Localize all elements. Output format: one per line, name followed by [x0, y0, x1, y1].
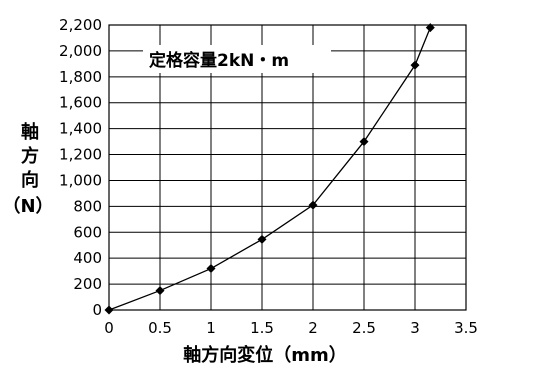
- data-point: [359, 137, 369, 147]
- x-tick-label: 1: [206, 319, 216, 337]
- y-tick-label: 0: [92, 301, 102, 319]
- data-point: [206, 264, 216, 274]
- x-tick-label: 2.5: [352, 319, 376, 337]
- plot-frame: [108, 24, 467, 311]
- y-tick-label: 200: [73, 275, 102, 293]
- y-tick-label: 2,200: [59, 16, 102, 34]
- axes: [108, 24, 467, 311]
- x-tick-labels: 0 0.5 1 1.5 2 2.5 3 3.5: [104, 319, 478, 337]
- data-point: [155, 286, 165, 296]
- y-axis-label: 軸 方 向 （N）: [2, 121, 53, 217]
- markers: [104, 23, 435, 315]
- y-tick-label: 2,000: [59, 42, 102, 60]
- x-tick-label: 2: [308, 319, 318, 337]
- data-point: [257, 234, 267, 244]
- series-line: [108, 27, 431, 311]
- y-tick-label: 800: [73, 197, 102, 215]
- x-tick-label: 3: [410, 319, 420, 337]
- y-axis-label-line-1: 軸: [21, 121, 39, 143]
- y-tick-label: 1,600: [59, 94, 102, 112]
- x-axis-label: 軸方向変位（mm）: [183, 344, 347, 366]
- data-point: [410, 60, 420, 70]
- y-tick-label: 400: [73, 249, 102, 267]
- data-point: [425, 23, 435, 33]
- rated-capacity-annotation: 定格容量2kN・m: [149, 50, 289, 71]
- y-tick-labels: 0 200 400 600 800 1,000 1,200 1,400 1,600 1,800 2,…: [59, 16, 102, 319]
- x-tick-label: 0.5: [148, 319, 172, 337]
- y-tick-label: 1,000: [59, 171, 102, 189]
- x-tick-label: 1.5: [250, 319, 274, 337]
- y-axis-label-line-4: （N）: [2, 196, 53, 217]
- y-axis-label-line-3: 向: [21, 169, 39, 191]
- y-tick-label: 600: [73, 223, 102, 241]
- y-axis-label-line-2: 方: [21, 145, 39, 167]
- y-tick-label: 1,400: [59, 120, 102, 138]
- y-tick-label: 1,200: [59, 146, 102, 164]
- data-point: [308, 200, 318, 210]
- x-tick-label: 0: [104, 319, 114, 337]
- y-tick-label: 1,800: [59, 68, 102, 86]
- annotation-background: [143, 45, 331, 73]
- data-point: [104, 305, 114, 315]
- series-0: [108, 27, 431, 311]
- x-tick-label: 3.5: [454, 319, 478, 337]
